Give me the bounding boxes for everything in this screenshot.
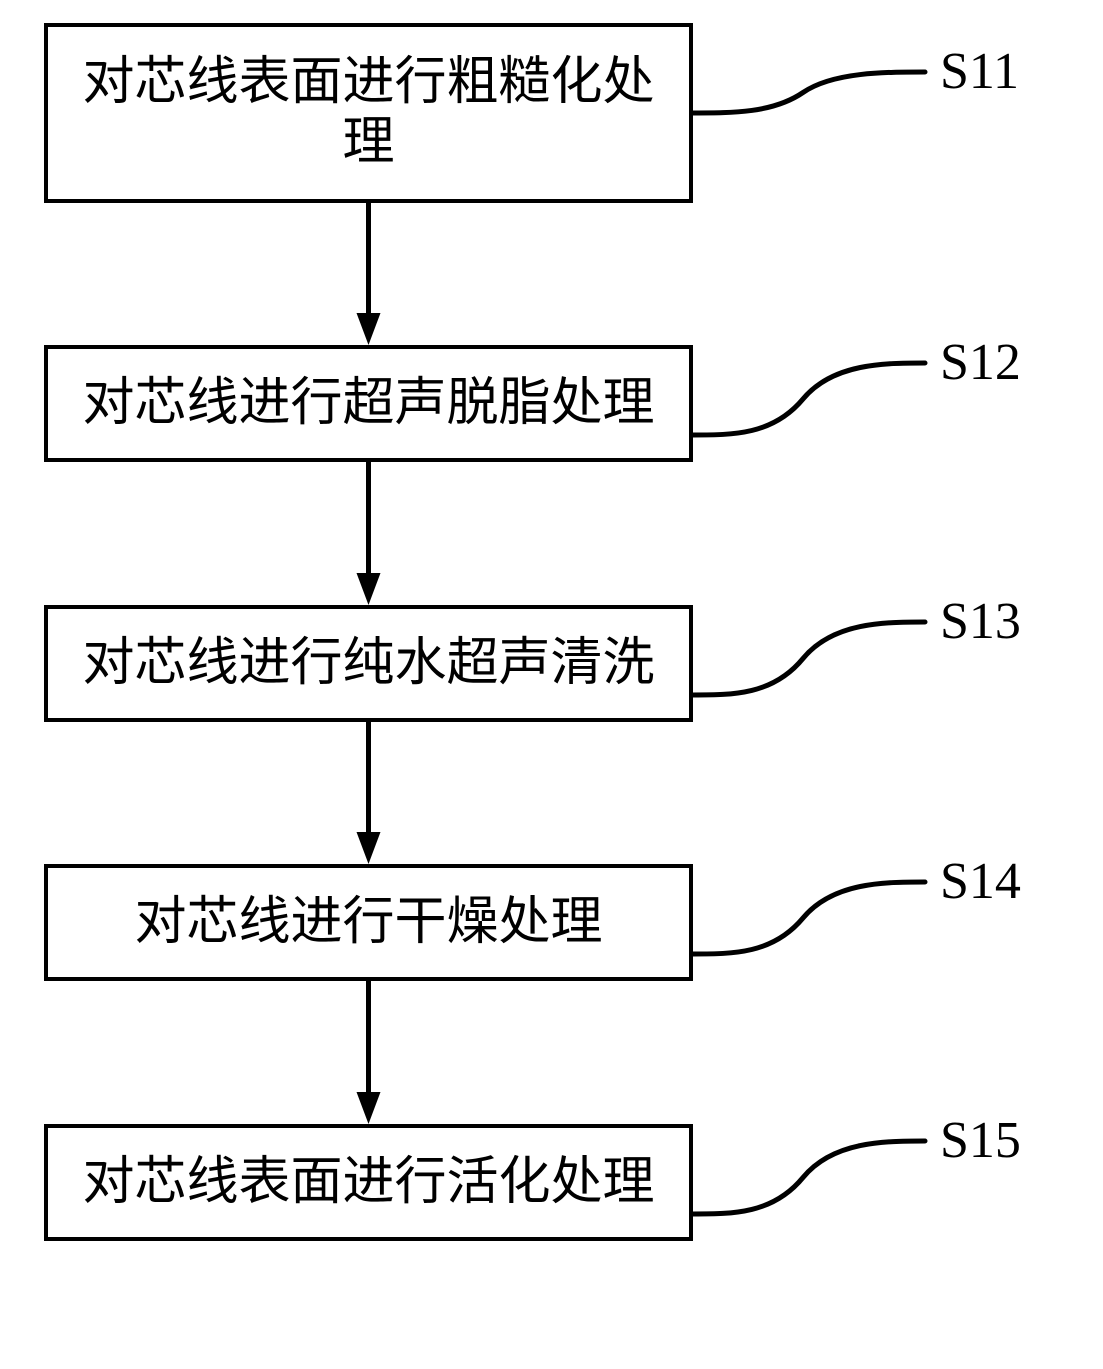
step-label-s12: S12 — [940, 333, 1021, 392]
flow-node-label: 对芯线进行干燥处理 — [134, 893, 602, 953]
flowchart-canvas: 对芯线表面进行粗糙化处 理对芯线进行超声脱脂处理对芯线进行纯水超声清洗对芯线进行… — [0, 0, 1103, 1369]
flow-node-label: 对芯线进行纯水超声清洗 — [82, 634, 654, 694]
flow-node-n3: 对芯线进行纯水超声清洗 — [44, 605, 693, 722]
flow-node-n1: 对芯线表面进行粗糙化处 理 — [44, 23, 693, 203]
step-label-s13: S13 — [940, 592, 1021, 651]
step-label-s14: S14 — [940, 852, 1021, 911]
flow-node-n2: 对芯线进行超声脱脂处理 — [44, 345, 693, 462]
step-label-s11: S11 — [940, 42, 1019, 101]
flow-node-n5: 对芯线表面进行活化处理 — [44, 1124, 693, 1241]
flow-node-label: 对芯线表面进行活化处理 — [82, 1153, 654, 1213]
flow-node-n4: 对芯线进行干燥处理 — [44, 864, 693, 981]
flow-node-label: 对芯线表面进行粗糙化处 理 — [82, 53, 654, 173]
step-label-s15: S15 — [940, 1111, 1021, 1170]
flow-node-label: 对芯线进行超声脱脂处理 — [82, 374, 654, 434]
